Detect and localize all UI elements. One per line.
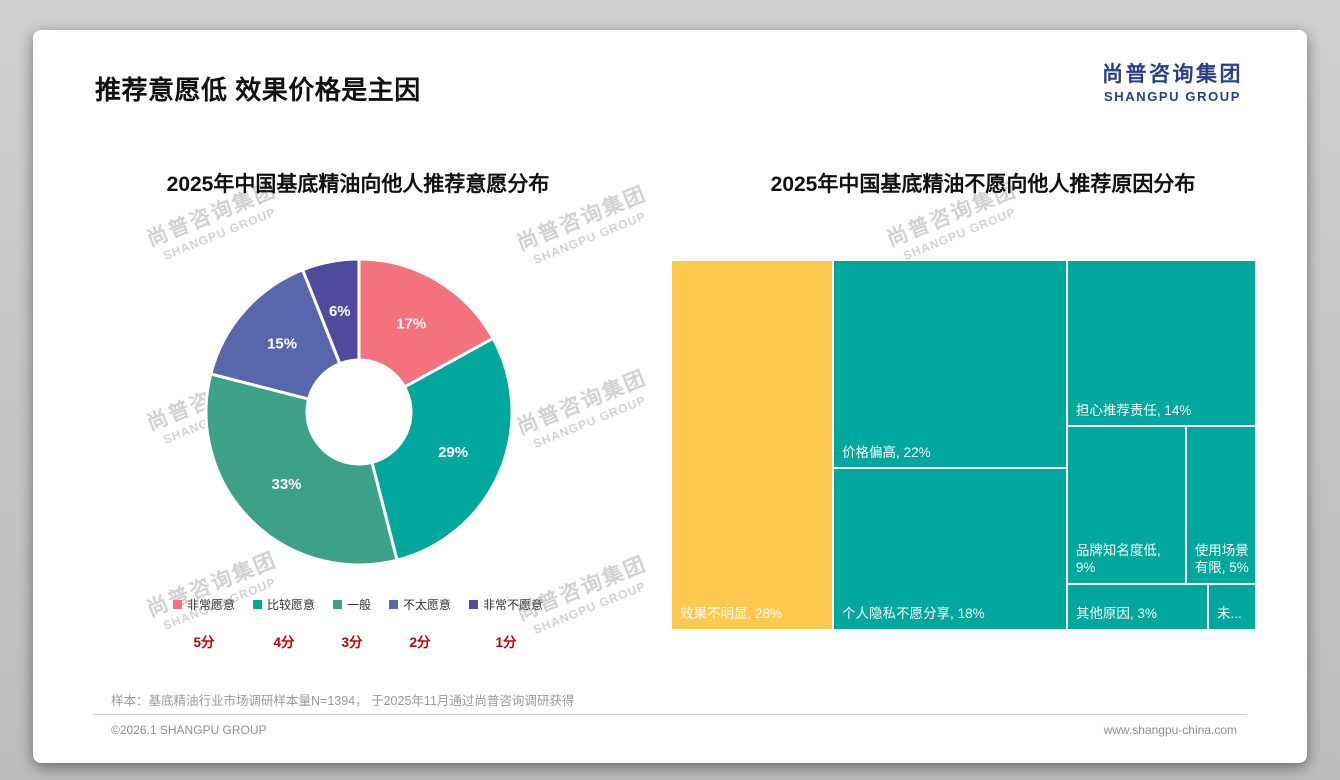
legend-entry: 比较愿意 bbox=[252, 596, 315, 613]
treemap-box-4: 担心推荐责任, 14% bbox=[1067, 261, 1255, 426]
donut-segment-4 bbox=[209, 268, 342, 401]
legend-swatch bbox=[252, 600, 262, 609]
donut-value-label: 17% bbox=[396, 315, 426, 332]
donut-segment-2 bbox=[370, 336, 514, 562]
donut-segment-5 bbox=[301, 257, 361, 366]
treemap-box-1: 效果不明显, 28% bbox=[672, 261, 832, 629]
legend-score: 5分 bbox=[193, 635, 215, 650]
legend-item: 非常愿意 5分 bbox=[172, 596, 235, 651]
legend-item: 一般 3分 bbox=[332, 596, 371, 651]
sample-footnote: 样本：基底精油行业市场调研样本量N=1394， 于2025年11月通过尚普咨询调… bbox=[111, 694, 575, 708]
treemap-chart: 效果不明显, 28% 价格偏高, 22% 个人隐私不愿分享, 18% 担心推荐责任, … bbox=[672, 261, 1255, 629]
treemap-box-6: 使用场景有限, 5% bbox=[1186, 426, 1255, 583]
donut-value-label: 33% bbox=[271, 476, 301, 493]
legend-label: 不太愿意 bbox=[403, 598, 452, 612]
logo-cn-text: 尚普咨询集团 bbox=[1102, 63, 1243, 86]
legend-swatch bbox=[469, 600, 479, 609]
legend-entry: 不太愿意 bbox=[389, 596, 451, 613]
treemap-label: 担心推荐责任, 14% bbox=[1075, 402, 1192, 418]
legend-item: 比较愿意 4分 bbox=[252, 596, 315, 651]
treemap-chart-title: 2025年中国基底精油不愿向他人推荐原因分布 bbox=[770, 173, 1196, 196]
slide-title: 推荐意愿低 效果价格是主因 bbox=[95, 75, 421, 105]
footer-divider bbox=[93, 714, 1247, 715]
donut-segment-3 bbox=[204, 372, 399, 567]
donut-legend: 非常愿意 5分 比较愿意 4分 一般 3分 不太愿意 2分 非常不愿意 1分 bbox=[83, 596, 633, 651]
treemap-label: 其他原因, 3% bbox=[1075, 606, 1157, 622]
legend-score: 3分 bbox=[341, 635, 363, 650]
legend-entry: 非常愿意 bbox=[172, 596, 235, 613]
legend-swatch bbox=[172, 600, 182, 609]
legend-entry: 非常不愿意 bbox=[469, 596, 543, 613]
treemap-box-7: 其他原因, 3% bbox=[1067, 584, 1207, 629]
treemap-box-5: 品牌知名度低, 9% bbox=[1067, 426, 1186, 583]
treemap-box-2: 价格偏高, 22% bbox=[834, 261, 1067, 468]
footer-website: www.shangpu-china.com bbox=[1103, 723, 1237, 737]
legend-swatch bbox=[332, 600, 342, 609]
donut-chart: 17% 29% 33% 15% 6% bbox=[204, 257, 514, 567]
treemap-box-3: 个人隐私不愿分享, 18% bbox=[834, 468, 1067, 629]
legend-label: 非常不愿意 bbox=[483, 598, 544, 612]
legend-entry: 一般 bbox=[332, 596, 371, 613]
donut-value-label: 15% bbox=[267, 336, 297, 353]
treemap-label: 品牌知名度低, 9% bbox=[1075, 542, 1161, 576]
legend-label: 非常愿意 bbox=[186, 598, 235, 612]
legend-score: 4分 bbox=[273, 635, 295, 650]
treemap-label: 个人隐私不愿分享, 18% bbox=[842, 606, 985, 622]
logo-en-text: SHANGPU GROUP bbox=[1103, 89, 1242, 104]
legend-label: 一般 bbox=[346, 598, 371, 612]
donut-value-label: 6% bbox=[329, 303, 351, 320]
donut-chart-title: 2025年中国基底精油向他人推荐意愿分布 bbox=[166, 173, 550, 196]
footer-copyright: ©2026.1 SHANGPU GROUP bbox=[111, 723, 267, 737]
donut-segment-1 bbox=[357, 257, 495, 389]
legend-swatch bbox=[389, 600, 398, 609]
legend-item: 不太愿意 2分 bbox=[389, 596, 451, 651]
treemap-label: 未... bbox=[1216, 606, 1242, 622]
treemap-box-8: 未... bbox=[1208, 584, 1255, 629]
legend-score: 1分 bbox=[495, 635, 517, 650]
slide: 尚普咨询集团 SHANGPU GROUP 尚普咨询集团 SHANGPU GROUP 尚普… bbox=[33, 30, 1307, 763]
legend-item: 非常不愿意 1分 bbox=[469, 596, 543, 651]
treemap-label: 效果不明显, 28% bbox=[680, 606, 783, 622]
treemap-label: 价格偏高, 22% bbox=[842, 444, 931, 460]
company-logo: 尚普咨询集团 SHANGPU GROUP bbox=[1102, 58, 1243, 104]
legend-score: 2分 bbox=[409, 635, 431, 650]
legend-label: 比较愿意 bbox=[266, 598, 315, 612]
donut-value-label: 29% bbox=[438, 444, 468, 461]
treemap-label: 使用场景有限, 5% bbox=[1194, 542, 1249, 576]
